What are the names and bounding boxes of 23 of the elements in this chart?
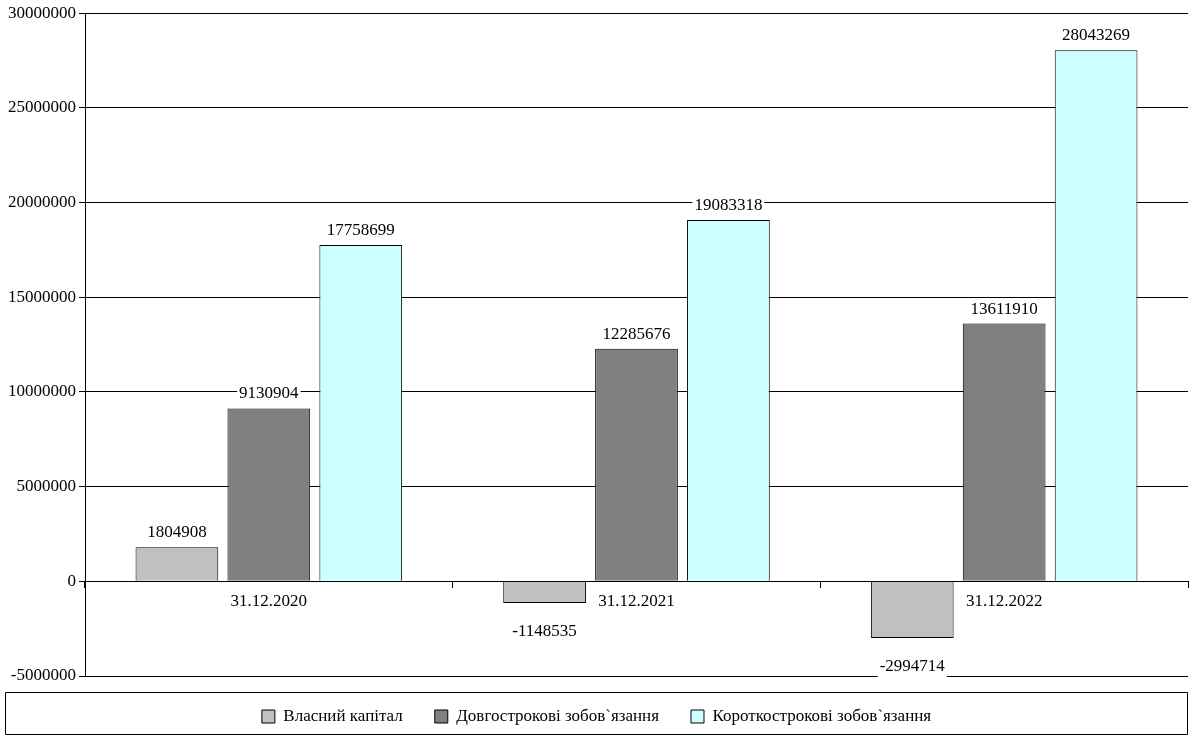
x-tick-label: 31.12.2021 [598,590,675,610]
x-tick-label: 31.12.2022 [965,590,1043,610]
data-label: 12285676 [602,323,671,343]
legend-label: Короткострокові зобов`язання [712,705,932,725]
y-tick-label: 30000000 [8,2,76,22]
legend-label: Довгострокові зобов`язання [456,705,660,725]
y-tick-label: 20000000 [8,192,76,212]
data-label: -2994714 [879,655,946,675]
data-label: 9130904 [239,383,300,403]
data-label: 17758699 [326,219,395,239]
data-label: 19083318 [694,194,763,214]
x-tick-label: 31.12.2020 [230,590,308,610]
data-label: 28043269 [1062,25,1131,45]
y-tick-label: 25000000 [8,97,76,117]
y-tick-label: -5000000 [10,665,76,685]
legend-label: Власний капітал [283,705,404,725]
y-tick-label: 5000000 [16,476,76,496]
y-tick-label: 0 [67,570,76,590]
y-tick-label: 15000000 [8,286,76,306]
data-label: 1804908 [147,522,207,542]
data-label: 13611910 [970,298,1038,318]
y-tick-label: 10000000 [8,381,76,401]
data-label: -1148535 [512,621,577,641]
